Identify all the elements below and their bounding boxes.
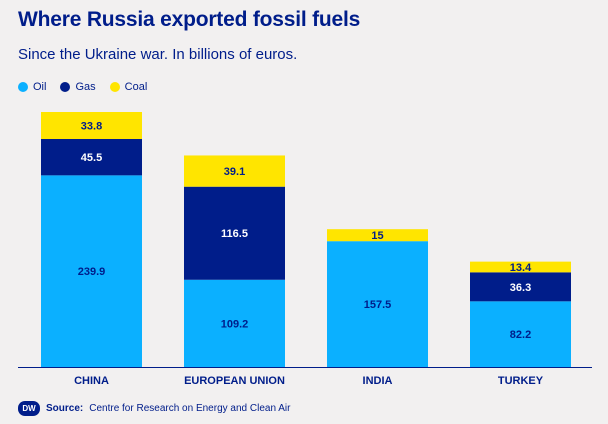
bar-china-gas xyxy=(41,139,142,176)
data-label-european-union-gas: 116.5 xyxy=(221,228,248,240)
legend-swatch-coal xyxy=(109,82,120,92)
legend-swatch-oil xyxy=(18,82,28,92)
chart-subtitle: Since the Ukraine war. In billions of eu… xyxy=(18,46,298,63)
data-label-china-oil: 239.9 xyxy=(78,266,106,278)
data-label-turkey-oil: 82.2 xyxy=(510,329,531,341)
bar-india-oil xyxy=(327,241,428,367)
data-label-india-coal: 15 xyxy=(371,230,383,242)
bar-turkey-gas xyxy=(470,272,571,302)
data-label-china-gas: 45.5 xyxy=(81,152,102,164)
bar-turkey-oil xyxy=(470,301,571,367)
legend-label-coal: Coal xyxy=(124,81,148,93)
bar-european-union-coal xyxy=(184,155,285,187)
bar-european-union-oil xyxy=(184,279,285,367)
bar-european-union-gas xyxy=(184,186,285,280)
data-label-china-coal: 33.8 xyxy=(81,121,102,133)
x-tick-label-china: CHINA xyxy=(74,375,109,387)
data-label-turkey-gas: 36.3 xyxy=(510,282,531,294)
data-label-india-oil: 157.5 xyxy=(364,299,392,311)
x-tick-label-india: INDIA xyxy=(363,375,393,387)
source-text: Centre for Research on Energy and Clean … xyxy=(89,403,291,414)
legend-item-gas: Gas xyxy=(60,81,96,93)
legend-label-oil: Oil xyxy=(33,81,47,93)
bar-china-coal xyxy=(41,112,142,140)
data-label-european-union-oil: 109.2 xyxy=(221,318,249,330)
source-label: Source: xyxy=(46,403,84,414)
legend-item-coal: Coal xyxy=(109,81,148,93)
bar-china-oil xyxy=(41,175,142,367)
legend: Oil Gas Coal xyxy=(18,81,147,93)
bar-turkey-coal xyxy=(470,261,571,273)
legend-swatch-gas xyxy=(60,82,71,92)
legend-label-gas: Gas xyxy=(75,81,96,93)
dw-logo: DW xyxy=(18,401,40,416)
data-label-turkey-coal: 13.4 xyxy=(510,262,532,274)
source-line: DW Source: Centre for Research on Energy… xyxy=(18,401,290,416)
bar-india-coal xyxy=(327,229,428,242)
x-tick-label-turkey: TURKEY xyxy=(498,375,544,387)
legend-item-oil: Oil xyxy=(18,81,46,93)
data-label-european-union-coal: 39.1 xyxy=(224,166,245,178)
chart-title: Where Russia exported fossil fuels xyxy=(18,8,361,31)
x-tick-label-european-union: EUROPEAN UNION xyxy=(184,375,285,387)
